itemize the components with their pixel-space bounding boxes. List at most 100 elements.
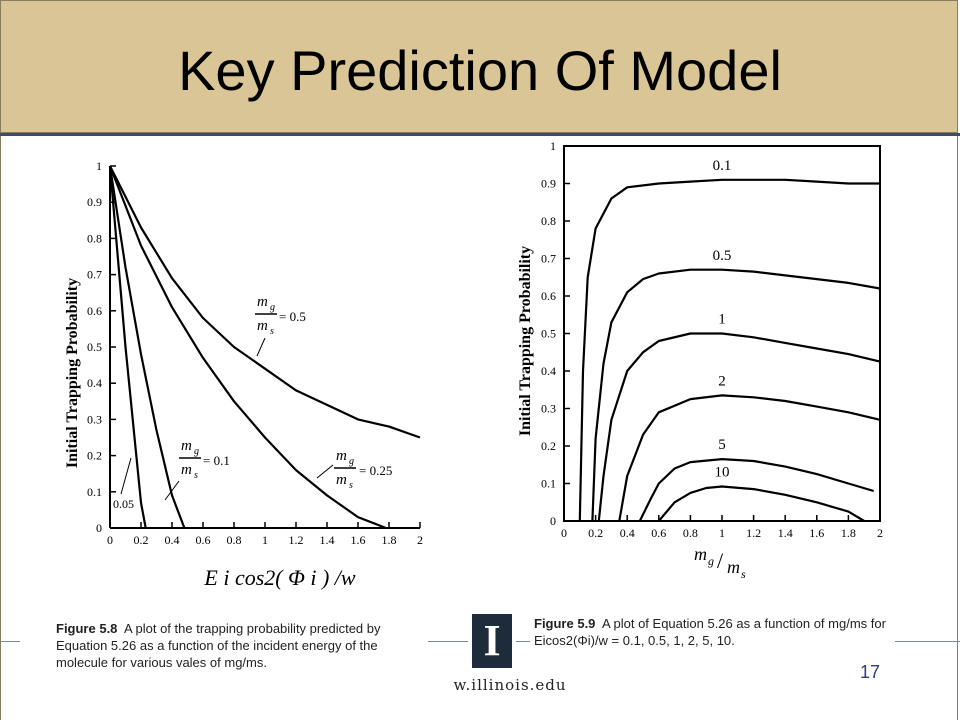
series-label-0.1-num-sub: g xyxy=(194,446,199,457)
footer-rule-left xyxy=(0,641,20,642)
y-tick-label: 0.7 xyxy=(541,252,556,266)
series-line-2 xyxy=(618,394,881,522)
x-tick-label: 0.8 xyxy=(683,526,698,540)
illinois-logo[interactable]: I xyxy=(472,614,512,668)
x-tick-label: 1.8 xyxy=(382,533,397,547)
x-tick-label: 0.2 xyxy=(134,533,149,547)
series-label-0.1-den: m xyxy=(181,462,192,478)
x-tick-label: 1.6 xyxy=(351,533,366,547)
x-tick-label: 0.6 xyxy=(651,526,666,540)
footer-rule-center-left xyxy=(428,641,468,642)
footer-website[interactable]: w.illinois.edu xyxy=(453,676,567,694)
right-xlabel-den-sub: s xyxy=(741,567,746,581)
y-tick-label: 1 xyxy=(550,139,556,153)
series-label-0.5-num: m xyxy=(257,294,268,310)
series-label-0.25-den-sub: s xyxy=(349,480,353,491)
x-tick-label: 2 xyxy=(877,526,883,540)
x-tick-label: 0 xyxy=(561,526,567,540)
caption-figure-5-8: Figure 5.8 A plot of the trapping probab… xyxy=(56,620,426,671)
right-x-axis-label: m g / m s xyxy=(694,544,746,581)
series-line-mg-ms-0.5 xyxy=(109,165,421,439)
series-label-0.5-val: = 0.5 xyxy=(279,309,306,324)
caption-figure-5-9: Figure 5.9 A plot of Equation 5.26 as a … xyxy=(534,615,904,649)
series-label-5: 5 xyxy=(718,437,726,453)
series-label-0.5-num-sub: g xyxy=(270,302,275,313)
series-label-0.05: 0.05 xyxy=(113,497,134,511)
x-tick-label: 1 xyxy=(262,533,268,547)
x-tick-label: 2 xyxy=(417,533,423,547)
y-tick-label: 0.6 xyxy=(87,304,102,318)
header-divider xyxy=(0,133,960,136)
left-y-axis-label: Initial Trapping Probability xyxy=(64,278,81,468)
chart-trapping-vs-energy: 0 0.2 0.4 0.6 0.8 1 1.2 1.4 1.6 1.8 2 0 0.1 0.2 0.3 0.4… xyxy=(64,159,423,590)
y-tick-label: 0 xyxy=(550,514,556,528)
series-label-0.1-num: m xyxy=(181,438,192,454)
caption-right-label: Figure 5.9 xyxy=(534,616,596,631)
caption-left-text: A plot of the trapping probability predi… xyxy=(56,621,381,670)
right-xlabel-num: m xyxy=(694,544,707,564)
y-tick-label: 0.2 xyxy=(541,439,556,453)
series-line-mg-ms-0.1 xyxy=(108,165,186,529)
y-tick-label: 0.1 xyxy=(87,485,102,499)
right-xlabel-num-sub: g xyxy=(708,554,714,568)
series-label-0.1: 0.1 xyxy=(713,158,732,174)
caption-right-text: A plot of Equation 5.26 as a function of… xyxy=(601,616,839,631)
illinois-logo-letter: I xyxy=(483,616,501,665)
series-line-0.05 xyxy=(108,165,147,529)
x-tick-label: 0.2 xyxy=(588,526,603,540)
series-label-0.1-den-sub: s xyxy=(194,470,198,481)
y-tick-label: 0.8 xyxy=(87,231,102,245)
series-label-2: 2 xyxy=(718,373,726,389)
leader-0.25 xyxy=(316,464,334,479)
series-label-0.1-val: = 0.1 xyxy=(203,453,230,468)
y-tick-label: 0.3 xyxy=(541,402,556,416)
right-xlabel-slash: / xyxy=(717,548,724,573)
page-number: 17 xyxy=(859,662,881,682)
y-tick-label: 0.3 xyxy=(87,412,102,426)
x-tick-label: 1.2 xyxy=(746,526,761,540)
left-x-axis-label: E i cos2( Φ i ) /w xyxy=(203,565,356,590)
x-tick-label: 0.4 xyxy=(620,526,635,540)
leader-0.5 xyxy=(256,337,266,357)
series-label-0.25-val: = 0.25 xyxy=(359,463,392,478)
x-tick-label: 1.6 xyxy=(809,526,824,540)
series-label-0.5-den: m xyxy=(257,318,268,334)
x-tick-label: 0.4 xyxy=(165,533,180,547)
x-tick-label: 1.2 xyxy=(289,533,304,547)
caption-left-tail: g/ms. xyxy=(235,655,267,670)
series-line-0.5 xyxy=(591,268,881,522)
series-line-1 xyxy=(597,332,881,522)
right-y-axis-label: Initial Trapping Probability xyxy=(517,246,534,436)
x-tick-label: 0.8 xyxy=(227,533,242,547)
y-tick-label: 0.8 xyxy=(541,214,556,228)
y-tick-label: 0.5 xyxy=(541,327,556,341)
y-tick-label: 0.9 xyxy=(87,195,102,209)
x-tick-label: 0.6 xyxy=(196,533,211,547)
y-tick-label: 0.9 xyxy=(541,177,556,191)
content-frame xyxy=(0,136,958,720)
x-tick-label: 1 xyxy=(719,526,725,540)
x-tick-label: 1.4 xyxy=(320,533,335,547)
leader-0.05 xyxy=(120,457,132,495)
right-xlabel-den: m xyxy=(727,557,740,577)
leader-0.1 xyxy=(164,480,180,501)
series-label-0.25-den: m xyxy=(336,472,347,488)
series-line-0.1 xyxy=(578,178,880,522)
y-tick-label: 0.6 xyxy=(541,289,556,303)
title-banner xyxy=(0,0,958,133)
caption-left-label: Figure 5.8 xyxy=(56,621,118,636)
y-tick-label: 0.4 xyxy=(541,364,556,378)
caption-right-tail: g/ms for Eicos2(Φi)/w = 0.1, 0.5, 1, 2, … xyxy=(534,616,886,648)
series-line-mg-ms-0.25 xyxy=(108,165,387,530)
series-label-0.25-num: m xyxy=(336,448,347,464)
y-tick-label: 0.7 xyxy=(87,268,102,282)
x-tick-label: 1.4 xyxy=(778,526,793,540)
series-label-0.5: 0.5 xyxy=(713,248,732,264)
series-line-10 xyxy=(657,485,865,522)
y-tick-label: 0.5 xyxy=(87,340,102,354)
series-label-10: 10 xyxy=(715,465,730,481)
x-tick-label: 1.8 xyxy=(841,526,856,540)
y-tick-label: 1 xyxy=(96,159,102,173)
y-tick-label: 0.2 xyxy=(87,449,102,463)
